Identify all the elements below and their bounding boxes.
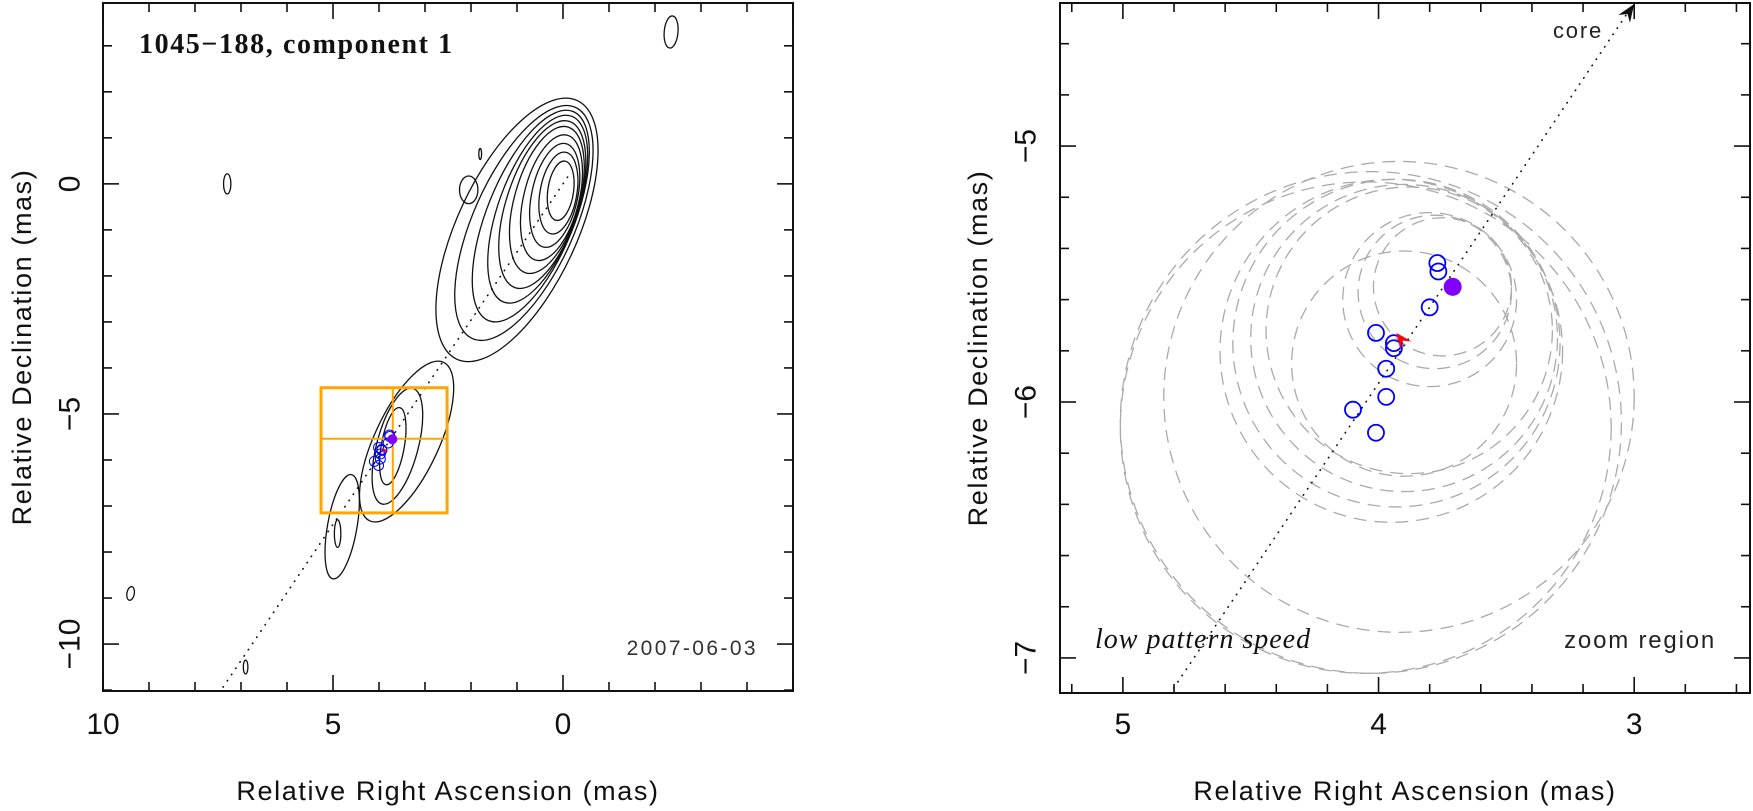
zoom-panel: 5 4 3 −5 −6 −7 Relative Right Ascension (mas) R… <box>963 2 1751 806</box>
contour-level <box>508 125 585 275</box>
contour-level <box>663 15 679 49</box>
uncertainty-circle <box>1372 217 1513 357</box>
plot-frame <box>1059 2 1751 694</box>
y-tick-label: −5 <box>1010 129 1043 163</box>
uncertainty-circle <box>1265 186 1554 475</box>
contour-level <box>435 97 599 363</box>
contour-level <box>538 151 579 235</box>
red-arrow-marker <box>382 447 389 455</box>
contour-level <box>458 175 479 205</box>
core-label: core <box>1553 18 1603 43</box>
plot-frame <box>102 2 794 692</box>
red-arrow-marker <box>1396 332 1412 350</box>
contour-level <box>519 134 584 262</box>
axis-ticks <box>1060 3 1750 693</box>
reference-component-marker <box>1443 277 1462 296</box>
y-axis-label: Relative Declination (mas) <box>963 170 993 527</box>
contour-level <box>222 173 232 195</box>
contour-level <box>529 142 581 249</box>
component-marker <box>368 455 380 467</box>
component-marker <box>1377 359 1396 378</box>
plot-area <box>1119 3 1635 693</box>
x-tick-label: 4 <box>1370 708 1387 741</box>
component-marker <box>1384 339 1403 358</box>
contour-level <box>487 114 589 304</box>
pattern-speed-label: low pattern speed <box>1095 624 1311 655</box>
y-axis-label: Relative Declination (mas) <box>7 169 37 526</box>
x-tick-label: 5 <box>325 708 342 741</box>
contour-level <box>471 109 590 323</box>
contour-level <box>358 360 455 523</box>
jet-axis-line <box>1170 3 1635 693</box>
component-marker <box>1344 400 1362 419</box>
contour-level <box>546 160 575 222</box>
x-tick-label: 10 <box>86 708 119 741</box>
panel-title: 1045−188, component 1 <box>139 29 454 60</box>
map-panel: 10 5 0 0 −5 −10 Relative Right Ascension (mas)… <box>7 2 794 806</box>
uncertainty-circle <box>1119 171 1623 674</box>
uncertainty-circle <box>1163 160 1635 633</box>
y-tick-label: −10 <box>54 619 87 670</box>
plot-area <box>126 15 679 691</box>
contour-level <box>324 473 361 580</box>
contour-level <box>371 387 424 505</box>
jet-axis-line <box>219 176 569 691</box>
component-marker <box>374 453 386 465</box>
x-axis-label: Relative Right Ascension (mas) <box>1193 776 1616 806</box>
contour-level <box>126 585 136 601</box>
contour-level <box>242 659 249 675</box>
x-axis-label: Relative Right Ascension (mas) <box>236 776 659 806</box>
component-marker <box>1420 298 1439 317</box>
zoom-region-box <box>319 386 449 515</box>
uncertainty-circle <box>1232 178 1561 508</box>
uncertainty-circle <box>1290 250 1518 477</box>
zoom-region-label: zoom region <box>1564 627 1716 654</box>
axis-ticks <box>102 3 794 691</box>
x-tick-label: 5 <box>1115 708 1132 741</box>
component-marker <box>374 448 386 460</box>
component-marker <box>1367 323 1385 342</box>
x-tick-label: 3 <box>1626 708 1643 741</box>
uncertainty-circle <box>1357 214 1513 370</box>
reference-component-marker <box>387 434 398 445</box>
component-marker <box>1367 423 1385 442</box>
component-marker <box>1429 262 1448 281</box>
core-arrow-icon <box>1618 4 1635 23</box>
y-tick-label: −5 <box>54 397 87 431</box>
x-tick-label: 0 <box>555 708 572 741</box>
uncertainty-circle <box>1250 183 1559 493</box>
contour-level <box>478 147 483 161</box>
y-tick-label: −6 <box>1010 385 1043 419</box>
epoch-date: 2007-06-03 <box>627 637 758 660</box>
y-tick-label: −7 <box>1010 641 1043 675</box>
contour-level <box>333 519 342 549</box>
component-marker <box>1384 334 1403 353</box>
contour-level <box>454 104 594 342</box>
uncertainty-circle <box>1219 178 1564 523</box>
y-tick-label: 0 <box>54 176 87 193</box>
component-marker <box>1377 387 1396 406</box>
component-marker <box>373 460 385 472</box>
uncertainty-circle <box>1342 211 1518 388</box>
component-marker <box>1428 254 1447 272</box>
